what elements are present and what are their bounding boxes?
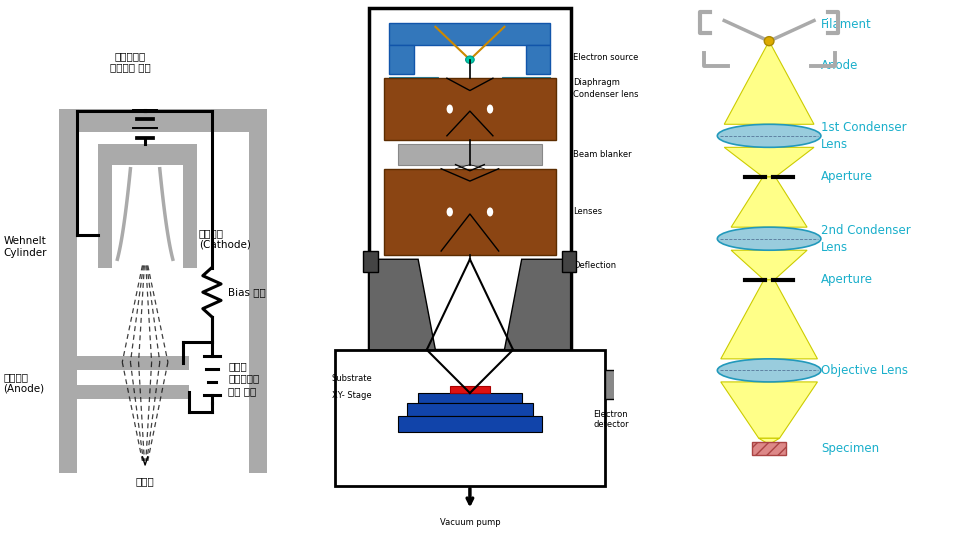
Ellipse shape: [487, 104, 493, 113]
Bar: [58, 109, 268, 132]
Bar: [562, 251, 576, 272]
Ellipse shape: [717, 359, 821, 382]
Polygon shape: [731, 177, 807, 227]
Polygon shape: [721, 382, 817, 438]
Text: Vacuum pump: Vacuum pump: [439, 518, 501, 527]
Text: Aperture: Aperture: [821, 171, 873, 184]
Ellipse shape: [465, 56, 474, 63]
Bar: [502, 77, 550, 88]
Text: XY- Stage: XY- Stage: [332, 391, 371, 400]
Bar: [182, 165, 198, 268]
Text: Beam blanker: Beam blanker: [573, 150, 632, 159]
Bar: [389, 77, 438, 88]
Bar: [389, 22, 550, 45]
Text: Diaphragm: Diaphragm: [573, 78, 620, 87]
Text: Specimen: Specimen: [821, 442, 879, 455]
Text: Deflection: Deflection: [573, 261, 617, 270]
Bar: [398, 144, 542, 165]
Bar: [58, 109, 77, 473]
Text: 필라멘트
(Cathode): 필라멘트 (Cathode): [199, 228, 250, 249]
Bar: [75, 385, 189, 399]
Text: Substrate: Substrate: [332, 374, 372, 383]
Polygon shape: [721, 280, 817, 359]
Text: Filament: Filament: [821, 18, 872, 31]
Polygon shape: [759, 438, 780, 445]
Bar: [98, 165, 112, 268]
Ellipse shape: [764, 36, 774, 45]
Ellipse shape: [717, 124, 821, 147]
Bar: [526, 45, 550, 74]
Bar: [407, 403, 533, 416]
Text: 전자빔: 전자빔: [136, 477, 154, 486]
Polygon shape: [369, 259, 435, 350]
Bar: [384, 78, 556, 140]
Bar: [335, 350, 605, 486]
Text: Wehnelt
Cylinder: Wehnelt Cylinder: [3, 236, 47, 258]
Bar: [418, 393, 522, 403]
Text: 가속전극
(Anode): 가속전극 (Anode): [3, 372, 44, 394]
Bar: [363, 251, 378, 272]
Text: Electron
detector: Electron detector: [594, 410, 629, 430]
Text: Objective Lens: Objective Lens: [821, 364, 908, 377]
Text: Lenses: Lenses: [573, 208, 602, 217]
Bar: [384, 169, 556, 255]
Text: 전자를
가속시키기
위한 전원: 전자를 가속시키기 위한 전원: [228, 361, 260, 396]
Text: Anode: Anode: [821, 59, 858, 72]
Bar: [752, 442, 786, 455]
Text: 2nd Condenser
Lens: 2nd Condenser Lens: [821, 224, 911, 254]
Bar: [75, 356, 189, 370]
Bar: [450, 386, 490, 393]
Bar: [398, 416, 542, 432]
Bar: [389, 45, 414, 74]
Ellipse shape: [447, 104, 453, 113]
Text: Electron source: Electron source: [573, 53, 639, 62]
Text: 1st Condenser
Lens: 1st Condenser Lens: [821, 121, 906, 151]
Bar: [369, 8, 571, 350]
Ellipse shape: [717, 227, 821, 250]
Bar: [249, 109, 268, 473]
Text: Condenser lens: Condenser lens: [573, 90, 639, 99]
Bar: [98, 144, 198, 165]
Polygon shape: [731, 250, 807, 280]
Text: 필라멘트를
가열하는 전원: 필라멘트를 가열하는 전원: [110, 51, 151, 73]
Text: Bias 전압: Bias 전압: [228, 287, 266, 297]
Bar: [605, 370, 620, 399]
Polygon shape: [504, 259, 571, 350]
Ellipse shape: [447, 208, 453, 217]
Polygon shape: [724, 41, 814, 124]
Ellipse shape: [487, 208, 493, 217]
Text: Aperture: Aperture: [821, 273, 873, 286]
Polygon shape: [724, 147, 814, 177]
